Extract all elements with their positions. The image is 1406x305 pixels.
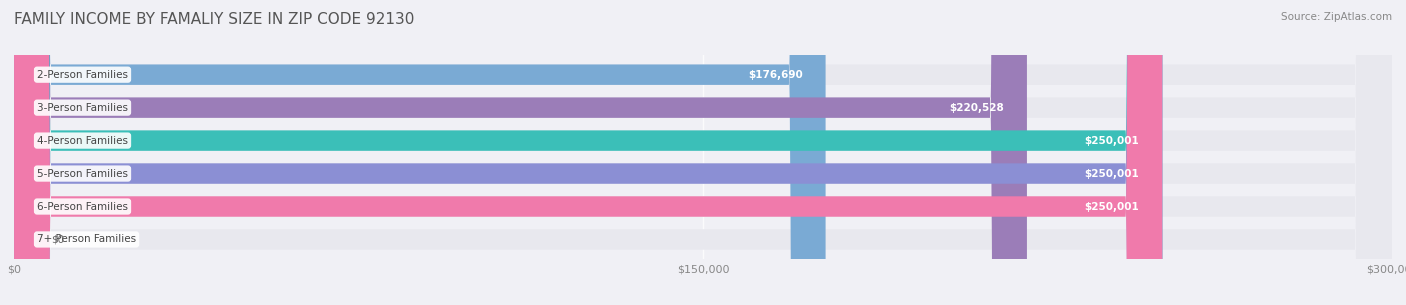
Text: FAMILY INCOME BY FAMALIY SIZE IN ZIP CODE 92130: FAMILY INCOME BY FAMALIY SIZE IN ZIP COD… bbox=[14, 12, 415, 27]
FancyBboxPatch shape bbox=[14, 0, 1392, 305]
FancyBboxPatch shape bbox=[14, 0, 1392, 305]
FancyBboxPatch shape bbox=[14, 0, 1392, 305]
FancyBboxPatch shape bbox=[14, 0, 1392, 305]
Text: Source: ZipAtlas.com: Source: ZipAtlas.com bbox=[1281, 12, 1392, 22]
FancyBboxPatch shape bbox=[14, 0, 1392, 305]
FancyBboxPatch shape bbox=[14, 0, 1163, 305]
FancyBboxPatch shape bbox=[14, 0, 1163, 305]
Text: 2-Person Families: 2-Person Families bbox=[37, 70, 128, 80]
Text: $176,690: $176,690 bbox=[748, 70, 803, 80]
FancyBboxPatch shape bbox=[14, 0, 825, 305]
Text: $250,001: $250,001 bbox=[1084, 136, 1139, 145]
FancyBboxPatch shape bbox=[14, 0, 1163, 305]
Text: $250,001: $250,001 bbox=[1084, 202, 1139, 211]
Text: 3-Person Families: 3-Person Families bbox=[37, 103, 128, 113]
Text: $250,001: $250,001 bbox=[1084, 169, 1139, 178]
Text: 4-Person Families: 4-Person Families bbox=[37, 136, 128, 145]
Text: $220,528: $220,528 bbox=[949, 103, 1004, 113]
Text: 5-Person Families: 5-Person Families bbox=[37, 169, 128, 178]
Text: 6-Person Families: 6-Person Families bbox=[37, 202, 128, 211]
Text: $0: $0 bbox=[51, 235, 63, 245]
FancyBboxPatch shape bbox=[14, 0, 1026, 305]
Text: 7+ Person Families: 7+ Person Families bbox=[37, 235, 136, 245]
FancyBboxPatch shape bbox=[14, 0, 1392, 305]
